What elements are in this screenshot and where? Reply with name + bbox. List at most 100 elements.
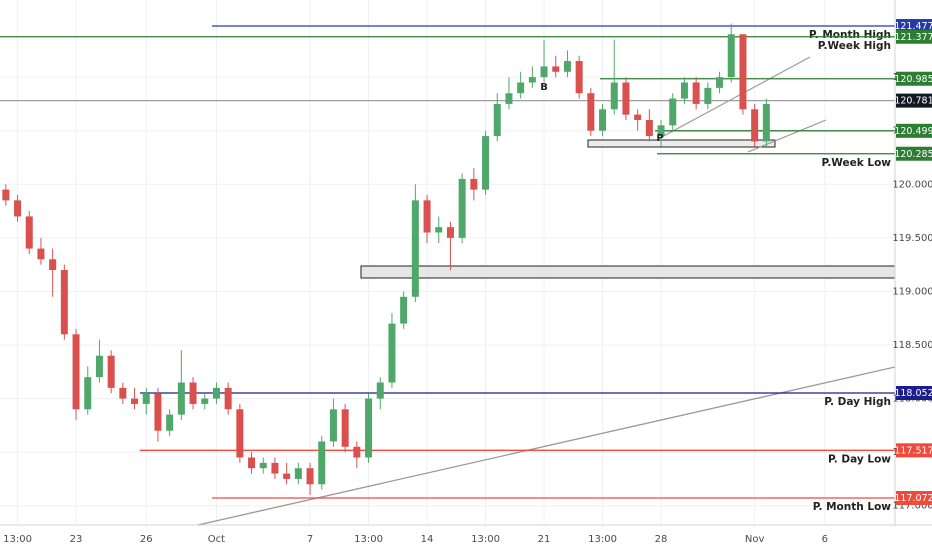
candle-body	[692, 82, 700, 104]
candle-body	[60, 270, 68, 335]
candle-body	[622, 82, 630, 115]
candle-body	[716, 77, 724, 88]
candle-body	[236, 409, 244, 458]
candle-body	[505, 93, 513, 104]
x-tick-label: 6	[822, 534, 828, 545]
x-tick-label: Nov	[745, 534, 765, 545]
x-tick-label: 13:00	[588, 534, 617, 545]
candle-body	[84, 377, 92, 410]
candle-body	[610, 82, 618, 110]
price-tag	[896, 93, 932, 108]
candle-body	[517, 82, 525, 94]
candle-body	[341, 409, 349, 447]
candle-body	[482, 136, 490, 190]
candle-body	[669, 98, 677, 126]
candle-body	[154, 393, 162, 431]
candle-body	[107, 355, 115, 388]
candle-body	[365, 398, 373, 458]
candle-body	[587, 93, 595, 131]
candle-body	[552, 66, 560, 72]
y-tick-label: 119.000	[892, 286, 932, 297]
x-tick-label: 26	[140, 534, 153, 545]
candle-body	[493, 103, 501, 137]
candle-body	[271, 462, 279, 474]
price-tag	[896, 146, 932, 161]
candle-body	[599, 109, 607, 131]
candle-body	[119, 387, 127, 399]
candle-body	[259, 462, 267, 469]
zone	[360, 265, 896, 279]
candle-body	[37, 248, 45, 260]
candle-body	[14, 200, 22, 217]
price-tag-label: 121.377	[894, 32, 932, 43]
level-label: P. Month High	[809, 29, 891, 41]
level-label: P. Day High	[824, 396, 891, 408]
candle-body	[645, 120, 653, 137]
candle-body	[353, 446, 361, 458]
candle-body	[446, 227, 454, 238]
trend-line	[747, 119, 827, 153]
candle-body	[201, 398, 209, 404]
candle-body	[25, 216, 33, 249]
y-tick-label: 120.000	[892, 179, 932, 190]
candle-body	[575, 61, 583, 94]
price-tag-label: 120.499	[894, 126, 932, 137]
price-tag-label: 117.517	[894, 445, 932, 456]
price-tag	[896, 19, 932, 34]
candle-body	[411, 200, 419, 297]
level-label: P. Day Low	[828, 453, 891, 465]
candle-body	[131, 398, 139, 404]
candles: BP	[2, 23, 770, 495]
x-tick-label: Oct	[208, 534, 225, 545]
x-tick-label: 7	[307, 534, 313, 545]
candle-body	[248, 457, 256, 469]
y-tick-label: 117.000	[892, 501, 932, 512]
price-tag-label: 117.072	[894, 493, 932, 504]
candle-body	[294, 468, 302, 479]
candle-body	[376, 382, 384, 399]
x-tick-label: 13:00	[471, 534, 500, 545]
price-tag-label: 121.477	[894, 21, 932, 32]
candle-body	[563, 61, 571, 72]
candle-body	[224, 387, 232, 410]
level-label: P.Week High	[818, 40, 891, 52]
candle-body	[458, 178, 466, 238]
y-tick-label: 118.500	[892, 340, 932, 351]
candle-body	[306, 468, 314, 485]
candle-body	[283, 473, 291, 479]
x-tick-label: 14	[421, 534, 434, 545]
price-tag	[896, 386, 932, 400]
price-tag-label: 120.985	[894, 74, 932, 85]
candle-body	[680, 82, 688, 99]
candle-body	[95, 355, 103, 378]
x-tick-label: 13:00	[3, 534, 32, 545]
candle-body	[142, 393, 150, 404]
price-tag	[896, 443, 932, 458]
price-tag	[896, 71, 932, 86]
candle-body	[762, 103, 770, 142]
candle-body	[318, 441, 326, 485]
candle-body	[435, 227, 443, 233]
price-tag-label: 120.285	[894, 149, 932, 160]
candle-body	[751, 109, 759, 142]
x-tick-label: 13:00	[354, 534, 383, 545]
x-tick-label: 28	[655, 534, 668, 545]
candle-body	[540, 66, 548, 78]
annotation: B	[540, 82, 548, 93]
candle-body	[704, 87, 712, 104]
annotation: P	[656, 133, 663, 144]
candle-body	[72, 334, 80, 410]
candle-body	[657, 125, 665, 137]
trend-line	[659, 56, 811, 139]
candle-body	[2, 189, 10, 201]
price-tag	[896, 29, 932, 44]
price-tag-label: 120.781	[894, 96, 932, 107]
price-tag	[896, 491, 932, 505]
zone	[587, 139, 776, 148]
candle-body	[329, 409, 337, 442]
candle-body	[400, 296, 408, 324]
y-tick-label: 119.500	[892, 233, 932, 244]
